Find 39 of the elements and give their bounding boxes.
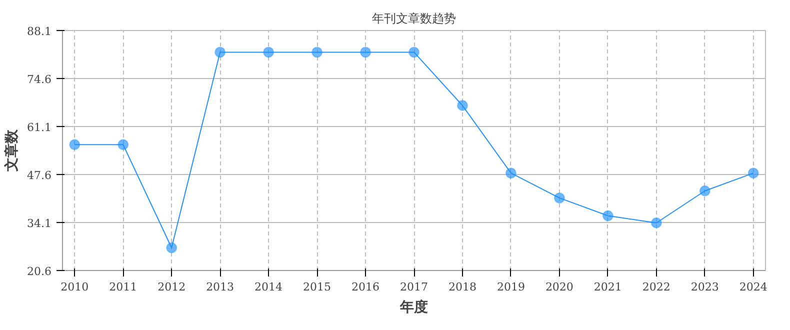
x-tick-label: 2018	[448, 280, 476, 294]
x-tick-label: 2021	[594, 280, 622, 294]
x-tick-label: 2013	[206, 280, 234, 294]
point	[650, 217, 662, 228]
y-axis-title: 文章数	[3, 128, 20, 172]
point	[699, 185, 710, 196]
y-tick-label: 88.1	[27, 25, 52, 38]
point	[505, 168, 516, 179]
point	[312, 46, 323, 58]
point	[214, 46, 226, 58]
y-tick-label: 34.1	[27, 217, 52, 230]
x-tick-label: 2023	[690, 280, 719, 294]
point	[456, 100, 468, 112]
point	[69, 139, 80, 150]
y-tick-label: 20.6	[27, 265, 52, 278]
x-tick-label: 2024	[739, 280, 768, 294]
x-axis-title: 年度	[399, 298, 428, 314]
point	[263, 46, 274, 58]
x-tick-label: 2011	[109, 280, 138, 294]
point	[408, 46, 420, 58]
point	[554, 192, 565, 204]
x-tick-label: 2014	[254, 280, 283, 294]
y-tick-label: 61.1	[27, 121, 52, 134]
chart-title: 年刊文章数趋势	[372, 12, 456, 26]
x-tick-label: 2017	[400, 280, 428, 294]
point	[602, 210, 614, 222]
y-tick-label: 74.6	[27, 73, 52, 86]
x-tick-label: 2019	[496, 280, 525, 294]
point	[118, 139, 129, 150]
x-tick-label: 2010	[60, 280, 89, 294]
y-tick-label: 47.6	[27, 169, 52, 182]
x-tick-label: 2016	[352, 280, 380, 294]
x-tick-label: 2015	[303, 280, 332, 294]
point	[166, 242, 178, 254]
x-tick-label: 2012	[158, 280, 186, 294]
x-tick-label: 2020	[545, 280, 574, 294]
point	[360, 46, 372, 58]
point	[748, 168, 759, 179]
x-tick-label: 2022	[642, 280, 670, 294]
